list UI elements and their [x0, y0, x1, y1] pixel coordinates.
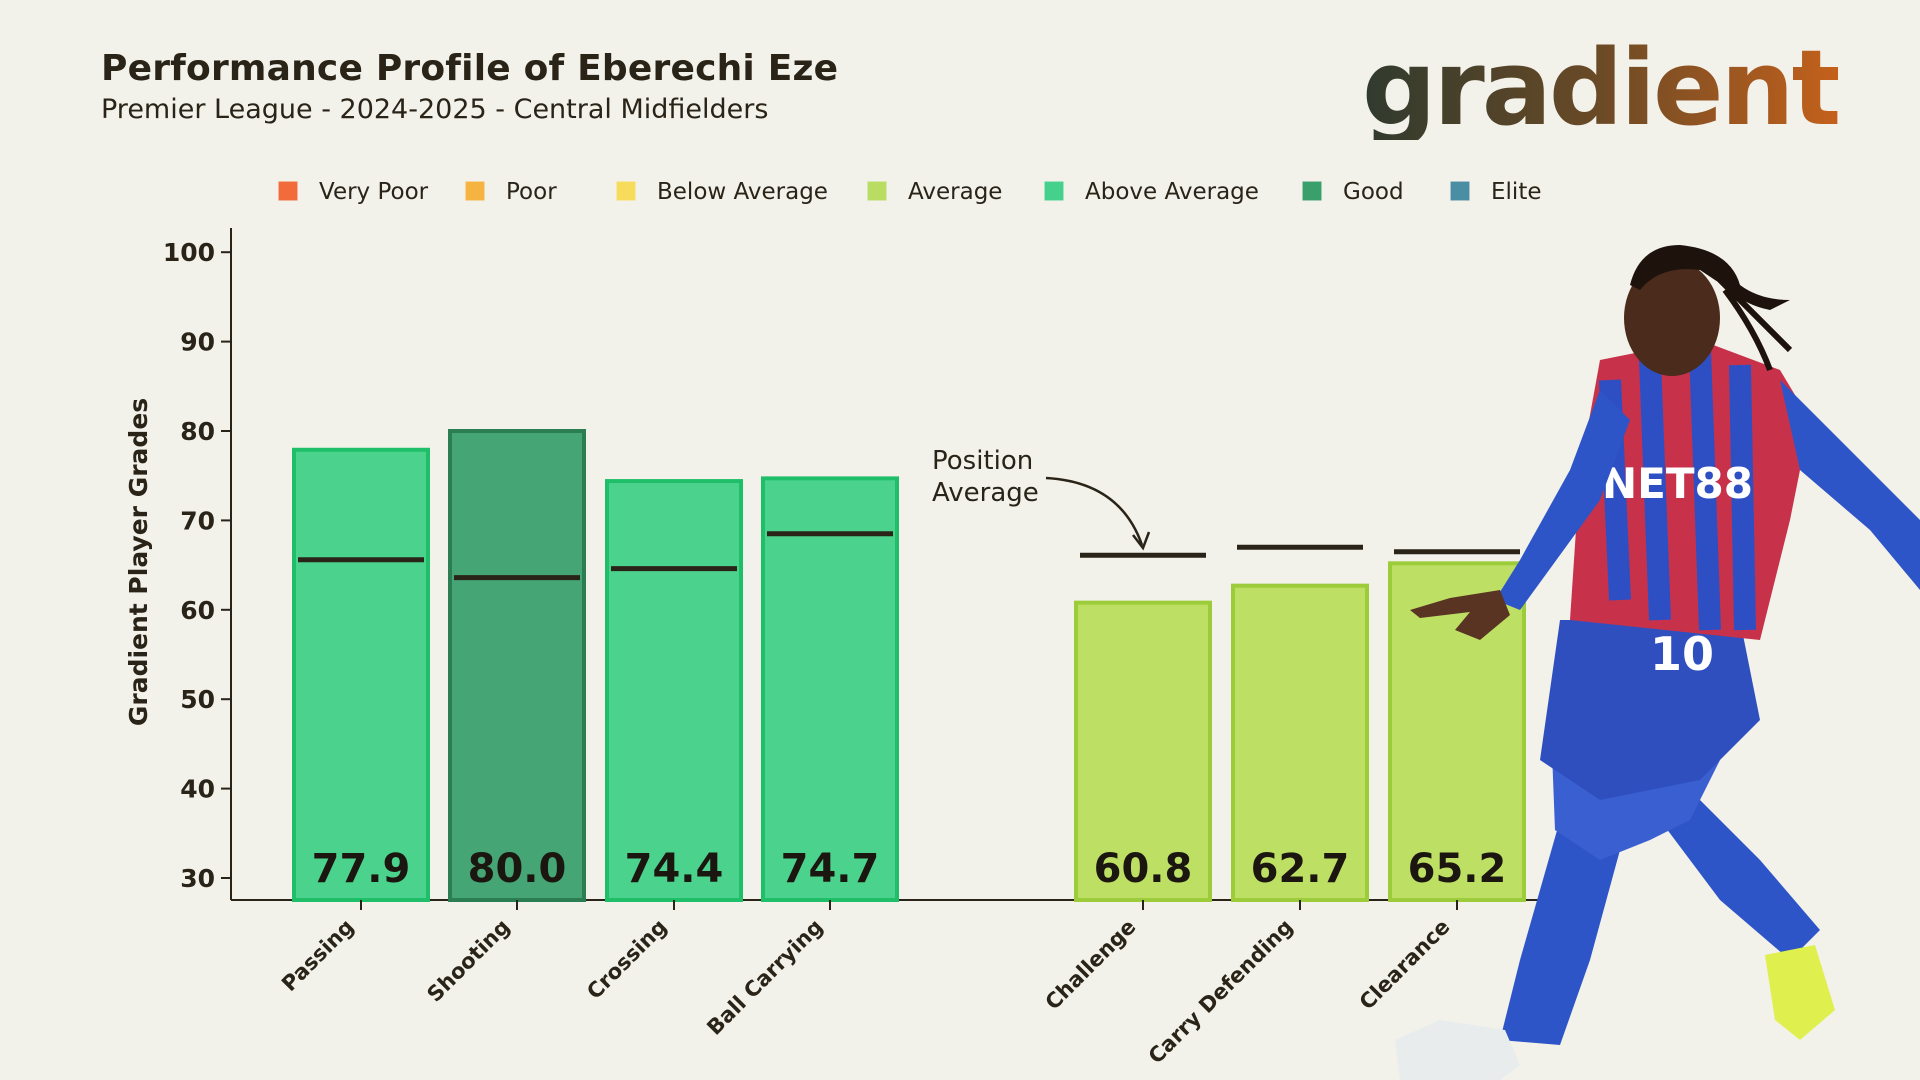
bar-group-shooting: 80.0 Shooting [423, 429, 586, 1007]
legend-item-elite: Elite [1450, 179, 1541, 205]
legend-item-good: Good [1302, 179, 1404, 205]
chart-subtitle: Premier League - 2024-2025 - Central Mid… [101, 94, 769, 125]
bar [1074, 600, 1212, 902]
shirt-sponsor: NET88 [1602, 459, 1753, 508]
y-tick-label: 100 [163, 238, 215, 267]
x-tick-label: Passing [277, 915, 358, 996]
y-tick-label: 60 [180, 596, 215, 625]
bar [761, 476, 899, 902]
y-tick-label: 70 [180, 506, 215, 535]
bar [1231, 583, 1369, 902]
y-tick-label: 80 [180, 417, 215, 446]
value-label: 77.9 [312, 846, 411, 892]
legend-swatch [278, 181, 298, 201]
shirt-number: 10 [1650, 627, 1714, 681]
y-tick-label: 40 [180, 775, 215, 804]
legend-item-very-poor: Very Poor [278, 179, 429, 205]
legend-item-average: Average [867, 179, 1002, 205]
annotation-line2: Average [932, 478, 1039, 508]
legend-swatch [1044, 181, 1064, 201]
annotation-arrowhead [1132, 531, 1151, 551]
value-label: 80.0 [468, 846, 567, 892]
legend-swatch [867, 181, 887, 201]
legend-item-below-average: Below Average [616, 179, 828, 205]
y-tick-label: 50 [180, 685, 215, 714]
x-tick-label: Carry Defending [1144, 915, 1298, 1069]
y-tick-label: 90 [180, 328, 215, 357]
value-label: 60.8 [1094, 846, 1193, 892]
legend-label: Above Average [1085, 179, 1259, 205]
x-tick-label: Clearance [1355, 915, 1455, 1015]
annotation-arrow [1045, 476, 1144, 546]
bars: 77.9 Passing 80.0 Shooting 74.4 Crossing 74.7 B… [277, 429, 1526, 1069]
value-label: 74.4 [625, 846, 724, 892]
value-label: 74.7 [781, 846, 880, 892]
bar [448, 429, 586, 902]
player-photo: 10 NET88 [1395, 245, 1920, 1080]
annotation-line1: Position [932, 446, 1033, 476]
legend: Very Poor Poor Below Average Average Above A… [278, 179, 1541, 205]
legend-label: Poor [506, 179, 557, 205]
bar-group-challenge: 60.8 Challenge [1041, 552, 1212, 1015]
x-tick-label: Crossing [582, 915, 671, 1004]
y-tick-label: 30 [180, 864, 215, 893]
bar [292, 447, 430, 902]
bar [605, 479, 743, 902]
legend-label: Elite [1491, 179, 1541, 205]
legend-label: Very Poor [319, 179, 429, 205]
legend-swatch [465, 181, 485, 201]
x-tick-label: Challenge [1041, 915, 1141, 1015]
bar-group-crossing: 74.4 Crossing [582, 479, 743, 1004]
gradient-logo: gradient [1362, 27, 1841, 149]
value-label: 65.2 [1408, 846, 1507, 892]
x-tick-label: Ball Carrying [702, 915, 827, 1040]
x-tick-label: Shooting [423, 915, 515, 1007]
y-axis-label: Gradient Player Grades [124, 398, 153, 726]
bar-group-passing: 77.9 Passing [277, 447, 430, 996]
legend-label: Average [908, 179, 1002, 205]
chart-title: Performance Profile of Eberechi Eze [101, 48, 839, 89]
legend-swatch [616, 181, 636, 201]
legend-item-above-average: Above Average [1044, 179, 1259, 205]
legend-item-poor: Poor [465, 179, 557, 205]
value-label: 62.7 [1251, 846, 1350, 892]
legend-label: Below Average [657, 179, 828, 205]
legend-swatch [1302, 181, 1322, 201]
legend-label: Good [1343, 179, 1404, 205]
legend-swatch [1450, 181, 1470, 201]
